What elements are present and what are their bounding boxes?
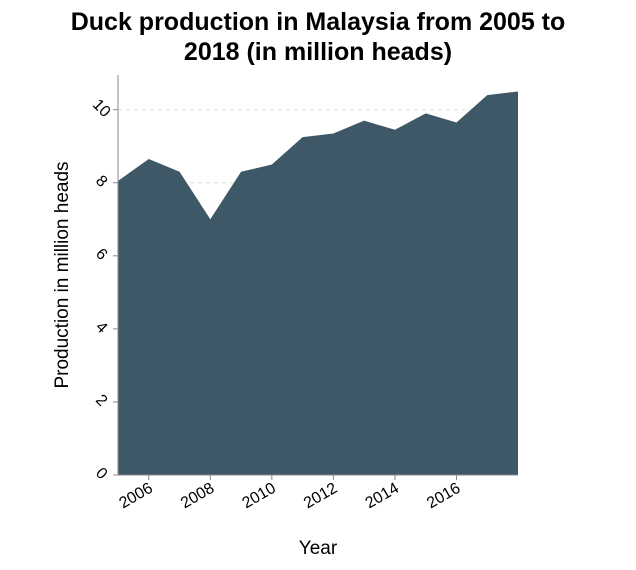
y-axis-label: Production in million heads (52, 161, 73, 388)
y-tick-label-1: 2 (92, 392, 110, 410)
axes (113, 75, 518, 480)
y-tick-label-4: 8 (92, 172, 110, 190)
area-fill (118, 91, 518, 475)
x-tick-label-1: 2008 (178, 480, 217, 513)
y-tick-label-2: 4 (92, 319, 110, 337)
chart-title-line-1: Duck production in Malaysia from 2005 to (71, 8, 566, 36)
x-tick-label-5: 2016 (424, 480, 463, 513)
x-axis-label: Year (299, 538, 338, 559)
y-tick-label-3: 6 (92, 245, 110, 263)
x-tick-label-4: 2014 (363, 480, 402, 513)
x-tick-label-3: 2012 (301, 480, 340, 513)
area-series (118, 91, 518, 475)
x-tick-label-2: 2010 (240, 480, 279, 513)
y-tick-label-5: 10 (89, 96, 114, 121)
x-tick-label-0: 2006 (116, 480, 155, 513)
y-tick-label-0: 0 (92, 465, 110, 483)
chart-title-line-2: 2018 (in million heads) (184, 38, 452, 66)
